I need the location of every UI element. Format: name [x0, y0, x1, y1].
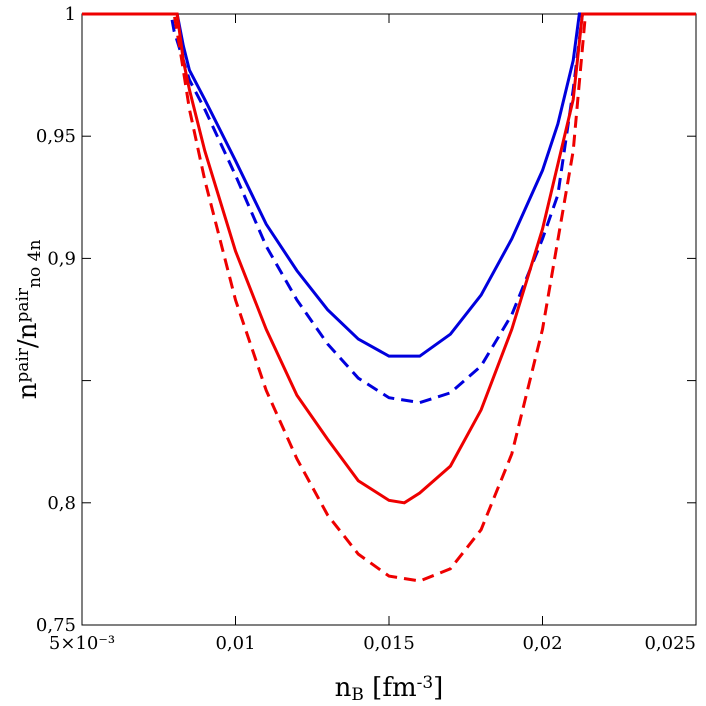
y-tick-label: 0,8 — [47, 493, 76, 514]
series-line — [82, 12, 696, 405]
x-axis-label: nB [fm-3] — [335, 673, 444, 705]
x-tick-label: 0,01 — [215, 633, 255, 654]
plot-frame — [81, 13, 697, 626]
x-tick-label: 0,015 — [363, 633, 415, 654]
y-axis-label-part: no 4n — [25, 240, 45, 288]
series-line — [82, 12, 696, 505]
y-axis-label-part: /n — [13, 322, 43, 348]
series-line — [82, 12, 696, 358]
y-axis-label: npair/npairno 4n — [13, 240, 45, 400]
x-tick-label: 5×10⁻³ — [49, 633, 115, 654]
x-tick-label: 0,025 — [644, 633, 696, 654]
y-tick-label: 1 — [65, 4, 76, 25]
x-tick-label: 0,02 — [522, 633, 562, 654]
y-tick-label: 0,95 — [36, 126, 76, 147]
y-axis-label-part: n — [13, 382, 43, 399]
y-axis-label-part: pair — [13, 347, 33, 382]
x-axis-label-part: n — [335, 673, 352, 703]
x-axis-label-part: B — [351, 685, 364, 705]
y-axis-label-part: pair — [13, 287, 33, 322]
x-axis-label-part: -3 — [417, 673, 434, 693]
x-axis-label-part: [fm — [364, 673, 417, 703]
y-tick-label: 0,75 — [36, 615, 76, 636]
series-line — [82, 12, 696, 583]
y-tick-label: 0,9 — [47, 248, 76, 269]
x-axis-label-part: ] — [433, 673, 443, 703]
